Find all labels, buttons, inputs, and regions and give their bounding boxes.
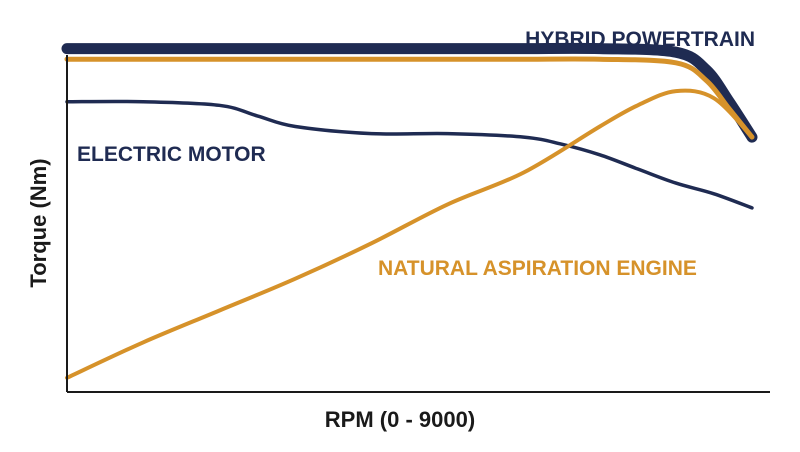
series-label-electric-motor: ELECTRIC MOTOR (77, 143, 266, 166)
series-line-electric-motor (65, 99, 754, 210)
x-axis-label: RPM (0 - 9000) (325, 407, 475, 432)
series-line-natural-aspiration-engine (65, 88, 754, 380)
y-axis-label: Torque (Nm) (26, 158, 51, 287)
series-line-hybrid-powertrain-ice-component (64, 56, 755, 140)
series-label-hybrid-powertrain: HYBRID POWERTRAIN (525, 28, 755, 51)
series-label-natural-aspiration-engine: NATURAL ASPIRATION ENGINE (378, 257, 697, 280)
series-line-hybrid-powertrain (61, 42, 758, 143)
series-layer (61, 42, 758, 380)
